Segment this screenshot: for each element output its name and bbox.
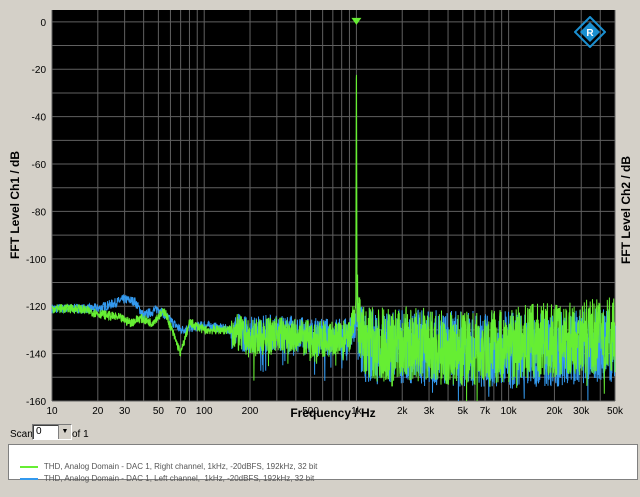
- x-tick-label: 20: [92, 406, 104, 417]
- x-tick-label: 10: [46, 406, 58, 417]
- marker-triangle-icon: [351, 17, 362, 25]
- fft-chart: 10 20 30 50 70 100 200 500 1k 2k 3k 5k 7k 10k 20k 30k 50…: [8, 10, 633, 420]
- y-tick-label: -120: [26, 302, 46, 313]
- legend-swatch: [19, 477, 38, 480]
- x-tick-label: 1k: [351, 406, 363, 417]
- y-tick-label: -160: [26, 397, 46, 408]
- x-tick-label: 500: [302, 406, 319, 417]
- chevron-down-icon[interactable]: ▼: [58, 425, 71, 439]
- scan-of-label: of 1: [72, 429, 89, 440]
- rohde-schwarz-logo-icon: R: [574, 16, 606, 48]
- y-tick-label: 0: [40, 18, 46, 29]
- y-axis-title-right: FFT Level Ch2 / dB: [619, 156, 633, 264]
- x-tick-label: 70: [175, 406, 187, 417]
- legend-item: THD, Analog Domain - DAC 1, Right channe…: [11, 449, 317, 471]
- x-tick-label: 5k: [458, 406, 470, 417]
- series-line: [51, 74, 616, 402]
- legend: THD, Analog Domain - DAC 1, Right channe…: [8, 444, 638, 483]
- legend-swatch: [19, 465, 38, 468]
- x-tick-label: 7k: [480, 406, 492, 417]
- x-tick-label: 30: [119, 406, 131, 417]
- legend-item: THD, Analog Domain - DAC 1, Left channel…: [11, 461, 314, 483]
- series-right-channel: [51, 74, 616, 402]
- y-tick-label: -80: [32, 207, 47, 218]
- y-tick-label: -20: [32, 65, 47, 76]
- x-tick-label: 2k: [397, 406, 409, 417]
- scan-select[interactable]: 0 ▼: [32, 424, 72, 440]
- x-tick-label: 3k: [424, 406, 436, 417]
- x-tick-label: 200: [242, 406, 259, 417]
- y-axis-title-left: FFT Level Ch1 / dB: [8, 151, 22, 259]
- y-tick-label: -40: [32, 113, 47, 124]
- y-tick-label: -140: [26, 350, 46, 361]
- y-tick-label: -60: [32, 160, 47, 171]
- legend-label: THD, Analog Domain - DAC 1, Left channel…: [43, 474, 315, 483]
- x-tick-label: 20k: [546, 406, 563, 417]
- svg-text:R: R: [586, 28, 594, 39]
- scan-value: 0: [36, 426, 42, 437]
- x-tick-label: 10k: [501, 406, 518, 417]
- x-tick-label: 100: [196, 406, 213, 417]
- x-tick-label: 50k: [607, 406, 624, 417]
- y-tick-label: -100: [26, 255, 46, 266]
- x-axis-title: Frequency / Hz: [290, 406, 375, 420]
- scan-row: Scan 0 ▼ of 1: [0, 423, 640, 441]
- series-layer: [51, 17, 616, 402]
- x-tick-label: 50: [153, 406, 165, 417]
- x-tick-label: 30k: [573, 406, 590, 417]
- legend-label: THD, Analog Domain - DAC 1, Right channe…: [43, 462, 318, 471]
- x-tick-labels: 10 20 30 50 70 100 200 500 1k 2k 3k 5k 7k 10k 20k 30k 50…: [46, 406, 624, 417]
- scan-label: Scan: [10, 429, 33, 440]
- y-tick-labels: 0 -20 -40 -60 -80 -100 -120 -140 -160: [26, 18, 46, 408]
